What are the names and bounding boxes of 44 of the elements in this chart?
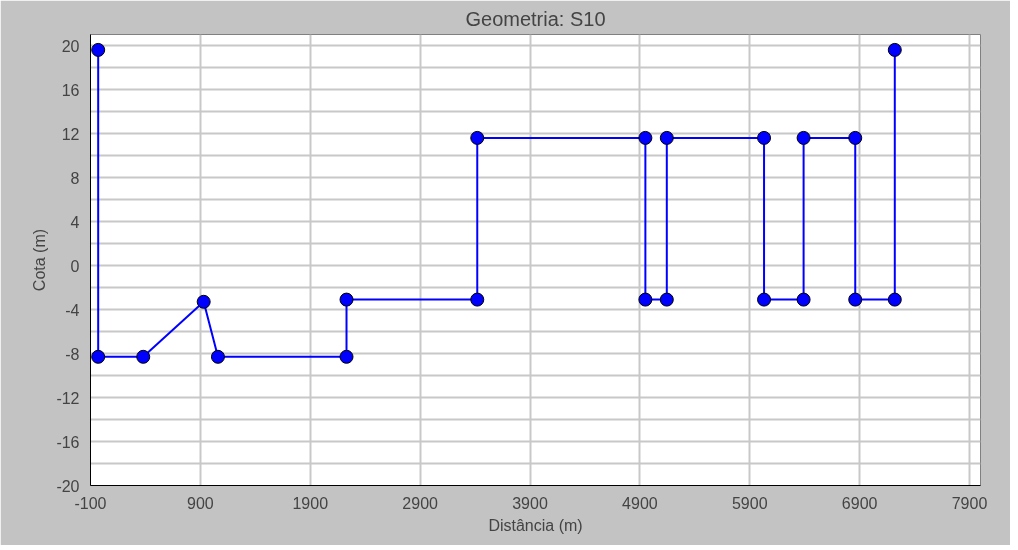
x-tick-label: 5900 bbox=[731, 494, 768, 512]
point bbox=[757, 130, 772, 145]
x-tick-label: 3900 bbox=[512, 494, 548, 512]
point bbox=[659, 130, 674, 145]
point bbox=[470, 292, 485, 307]
point bbox=[470, 130, 485, 145]
x-tick-label: 7900 bbox=[951, 494, 988, 512]
x-tick-label: 2900 bbox=[402, 494, 439, 512]
y-tick-label: -20 bbox=[56, 477, 80, 495]
x-axis-title: Distância (m) bbox=[488, 516, 583, 534]
point bbox=[659, 292, 674, 307]
point bbox=[638, 292, 653, 307]
point bbox=[848, 292, 863, 307]
y-tick-label: -4 bbox=[65, 301, 80, 319]
point bbox=[136, 349, 151, 364]
point bbox=[210, 349, 225, 364]
y-tick-label: 8 bbox=[70, 169, 80, 187]
y-axis-title: Cota (m) bbox=[31, 228, 49, 292]
point bbox=[796, 130, 811, 145]
y-tick-label: -8 bbox=[65, 345, 80, 363]
y-tick-label: -12 bbox=[56, 389, 80, 407]
x-tick-label: 6900 bbox=[841, 494, 878, 512]
y-tick-label: 12 bbox=[61, 125, 80, 143]
point bbox=[757, 292, 772, 307]
point bbox=[339, 292, 354, 307]
point bbox=[638, 130, 653, 145]
point bbox=[887, 42, 902, 57]
chart-title: Geometria: S10 bbox=[465, 7, 606, 30]
point bbox=[91, 42, 106, 57]
x-tick-label: 4900 bbox=[622, 494, 658, 512]
y-tick-label: 20 bbox=[61, 37, 80, 55]
point bbox=[887, 292, 902, 307]
x-tick-label: 900 bbox=[187, 494, 214, 512]
x-tick-label: 1900 bbox=[292, 494, 329, 512]
point bbox=[196, 294, 211, 309]
y-tick-label: 0 bbox=[70, 257, 80, 275]
point bbox=[848, 130, 863, 145]
x-tick-label: -100 bbox=[74, 494, 107, 512]
point bbox=[339, 349, 354, 364]
y-tick-label: 16 bbox=[61, 81, 80, 99]
y-tick-label: 4 bbox=[70, 213, 80, 231]
point bbox=[796, 292, 811, 307]
y-tick-label: -16 bbox=[56, 433, 80, 451]
point bbox=[91, 349, 106, 364]
